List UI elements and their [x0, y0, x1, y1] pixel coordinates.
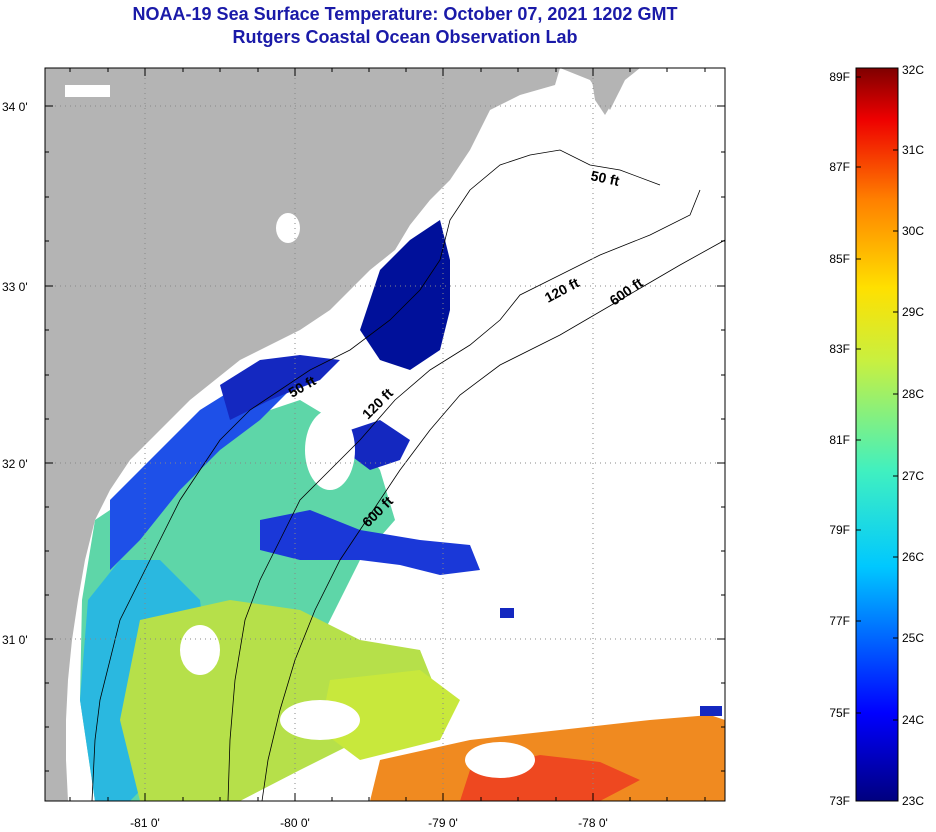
colorbar-f-79: 79F — [829, 523, 850, 537]
lat-label-32: 32 0' — [2, 457, 28, 471]
map-title: NOAA-19 Sea Surface Temperature: October… — [132, 4, 678, 24]
colorbar-f-83: 83F — [829, 342, 850, 356]
lon-label-79: -79 0' — [428, 816, 458, 830]
lat-label-34: 34 0' — [2, 100, 28, 114]
colorbar-f-85: 85F — [829, 252, 850, 266]
colorbar-ticks — [856, 76, 898, 721]
sst-speck-2 — [700, 706, 722, 716]
lon-label-80: -80 0' — [280, 816, 310, 830]
lat-label-33: 33 0' — [2, 280, 28, 294]
colorbar-c-25: 25C — [902, 631, 924, 645]
colorbar-c-28: 28C — [902, 387, 924, 401]
graticule — [45, 68, 725, 801]
colorbar-f-75: 75F — [829, 706, 850, 720]
lon-label-81: -81 0' — [130, 816, 160, 830]
land-coast — [45, 68, 640, 801]
sst-blue-shelf — [110, 370, 300, 570]
colorbar-f-81: 81F — [829, 433, 850, 447]
colorbar-f-89: 89F — [829, 70, 850, 84]
colorbar-f-77: 77F — [829, 614, 850, 628]
map-ticks — [45, 68, 725, 801]
colorbar-c-30: 30C — [902, 224, 924, 238]
colorbar-c-23: 23C — [902, 794, 924, 808]
lake-1 — [65, 85, 110, 97]
lat-label-31: 31 0' — [2, 633, 28, 647]
lon-label-78: -78 0' — [578, 816, 608, 830]
sst-darkblue-north — [360, 220, 450, 370]
sst-cloud-3 — [280, 700, 360, 740]
sst-darkblue-coast — [220, 355, 340, 420]
colorbar — [855, 67, 899, 802]
colorbar-c-32: 32C — [902, 63, 924, 77]
land-tip — [590, 68, 630, 115]
colorbar-c-31: 31C — [902, 143, 924, 157]
colorbar-f-73: 73F — [829, 794, 850, 808]
sst-blue-band — [260, 510, 480, 575]
map-frame — [44, 67, 726, 802]
sst-cloud-2 — [180, 625, 220, 675]
isobath-50ft — [91, 149, 661, 801]
sst-cloud-4 — [465, 742, 535, 778]
map-subtitle: Rutgers Coastal Ocean Observation Lab — [232, 27, 578, 47]
lake-2 — [276, 213, 300, 243]
colorbar-f-87: 87F — [829, 160, 850, 174]
sst-cloud-1 — [305, 410, 355, 490]
colorbar-c-26: 26C — [902, 550, 924, 564]
contour-label-50ft-north: 50 ft — [589, 167, 621, 189]
isobath-120ft — [227, 189, 701, 801]
isobath-600ft — [261, 239, 725, 801]
sst-cloud-5 — [370, 582, 430, 618]
sst-speck-3 — [500, 608, 514, 618]
colorbar-c-27: 27C — [902, 469, 924, 483]
sst-darkblue-offshore — [350, 420, 410, 470]
colorbar-c-24: 24C — [902, 713, 924, 727]
colorbar-c-29: 29C — [902, 305, 924, 319]
sst-yellowgreen-patch — [320, 670, 460, 760]
